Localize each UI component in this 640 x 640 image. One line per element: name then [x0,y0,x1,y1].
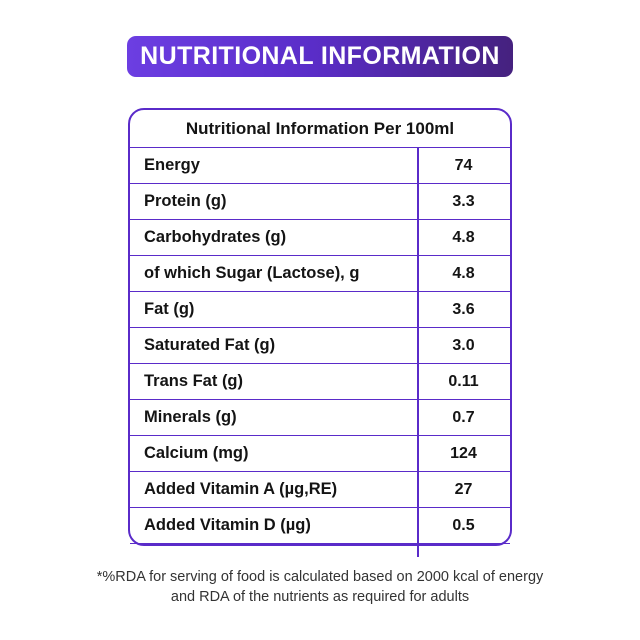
header-banner: NUTRITIONAL INFORMATION [127,36,513,77]
footnote: *%RDA for serving of food is calculated … [0,567,640,607]
nutrient-label: Carbohydrates (g) [144,228,287,246]
nutrient-label: Fat (g) [144,300,195,318]
nutrient-label: Trans Fat (g) [144,372,244,390]
table-row: Calcium (mg) 124 [130,436,510,472]
nutrient-value: 4.8 [452,264,475,282]
nutrient-label: Saturated Fat (g) [144,336,276,354]
table-row: Added Vitamin D (µg) 0.5 [130,508,510,544]
nutrient-value: 0.7 [452,408,475,426]
nutrition-table: Nutritional Information Per 100ml Energy… [128,108,512,557]
nutrient-value: 3.0 [452,336,475,354]
table-row: Energy 74 [130,148,510,184]
table-row: Trans Fat (g) 0.11 [130,364,510,400]
nutrient-value: 3.6 [452,300,475,318]
nutrient-label: of which Sugar (Lactose), g [144,264,360,282]
nutrient-value: 4.8 [452,228,475,246]
table-row: Protein (g) 3.3 [130,184,510,220]
banner-title: NUTRITIONAL INFORMATION [140,42,500,70]
nutrient-value: 0.5 [452,516,475,534]
nutrient-label: Added Vitamin D (µg) [144,516,311,534]
nutrient-value: 3.3 [452,192,475,210]
nutrient-label: Protein (g) [144,192,227,210]
table-row: of which Sugar (Lactose), g 4.8 [130,256,510,292]
table-row: Minerals (g) 0.7 [130,400,510,436]
nutrient-value: 124 [450,444,477,462]
footnote-line-2: and RDA of the nutrients as required for… [170,589,470,605]
column-divider [417,148,419,557]
nutrient-value: 74 [454,156,473,174]
nutrient-label: Minerals (g) [144,408,237,426]
nutrient-value: 0.11 [448,372,479,390]
nutrient-value: 27 [454,480,473,498]
table-row: Fat (g) 3.6 [130,292,510,328]
table-row: Saturated Fat (g) 3.0 [130,328,510,364]
table-title: Nutritional Information Per 100ml [130,110,510,148]
nutrient-label: Calcium (mg) [144,444,249,462]
nutrient-label: Added Vitamin A (µg,RE) [144,480,338,498]
table-row: Carbohydrates (g) 4.8 [130,220,510,256]
footnote-line-1: *%RDA for serving of food is calculated … [96,569,544,585]
nutrient-label: Energy [144,156,200,174]
table-row: Added Vitamin A (µg,RE) 27 [130,472,510,508]
